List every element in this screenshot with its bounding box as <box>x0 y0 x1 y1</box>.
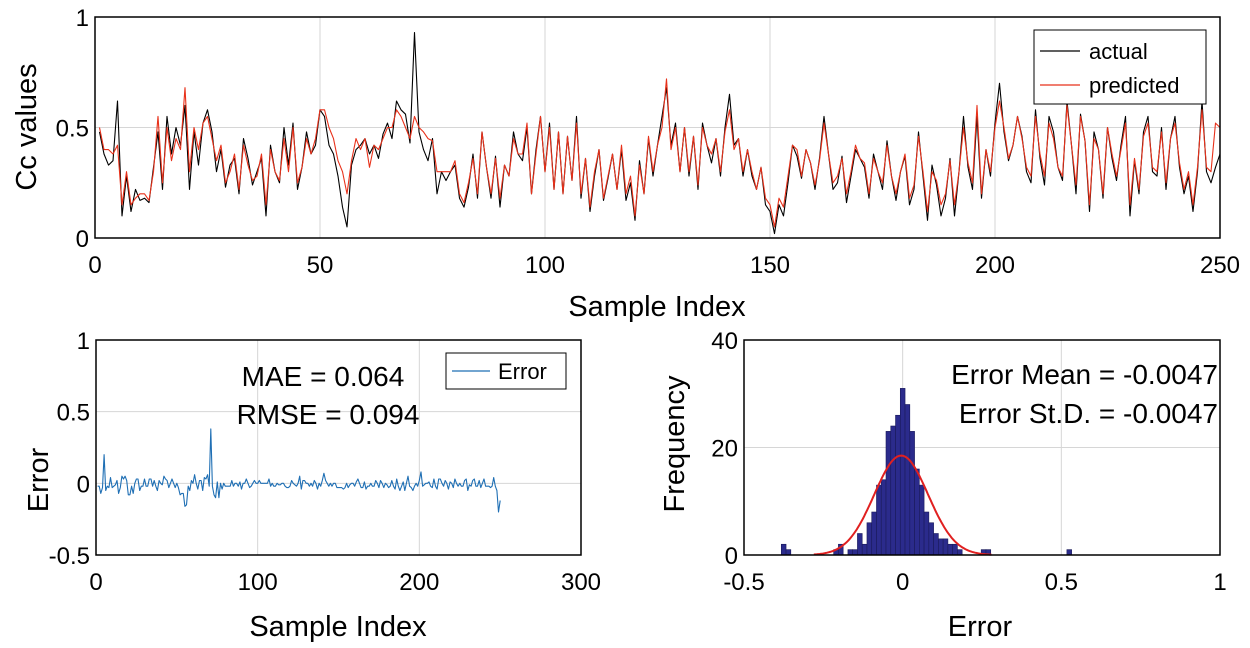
legend: Error <box>445 352 567 390</box>
legend-box <box>1033 29 1207 105</box>
plot-frame <box>95 339 582 556</box>
x-tick-label: 200 <box>975 252 1015 279</box>
series-group <box>98 31 1221 235</box>
y-tick-label: 0 <box>76 226 89 253</box>
error-panel: 0 100 200 300-0.500.51 MAE = 0.064 RMSE = 0… <box>23 328 601 643</box>
series-line-error <box>97 428 501 513</box>
histogram-bar <box>919 484 925 556</box>
series-group <box>97 428 501 513</box>
annotation-error-mean: Error Mean = -0.0047 <box>951 359 1218 390</box>
x-tick-label: 0 <box>89 569 102 596</box>
histogram-bar <box>852 549 858 556</box>
y-tick-label: 0 <box>725 543 738 570</box>
histogram-bar <box>857 533 863 556</box>
histogram-bar <box>847 549 853 556</box>
normal-fit-curve <box>813 454 992 556</box>
legend: actual predicted <box>1033 29 1207 105</box>
legend-label-error: Error <box>498 359 547 384</box>
x-tick-label: 100 <box>525 252 565 279</box>
y-tick-label: 40 <box>711 328 738 355</box>
histogram-bar <box>904 404 911 556</box>
histogram-bar <box>947 543 953 556</box>
fit-group <box>813 454 992 556</box>
y-tick-label: 0.5 <box>56 116 89 143</box>
histogram-bar <box>909 431 915 556</box>
histogram-bar <box>938 538 944 556</box>
histogram-bar <box>861 543 868 556</box>
series-line-predicted <box>98 78 1221 228</box>
x-tick-label: 0.5 <box>1045 569 1078 596</box>
annotation-rmse: RMSE = 0.094 <box>237 399 420 430</box>
x-tick-label: 250 <box>1200 252 1240 279</box>
histogram-bar <box>895 414 901 556</box>
histogram-bar <box>899 388 906 556</box>
histogram-bar <box>876 484 882 556</box>
y-tick-label: 0.5 <box>57 400 90 427</box>
x-tick-label: 50 <box>307 252 334 279</box>
histogram-bar <box>942 538 949 556</box>
annotation-error-std: Error St.D. = -0.0047 <box>959 398 1218 429</box>
histogram-bar <box>928 522 934 556</box>
tick-labels: 0 50 100 150 200 250 0 0.5 1 <box>56 5 1240 279</box>
plot-frame <box>743 339 1221 556</box>
histogram-bar <box>923 511 930 556</box>
x-tick-label: 0 <box>896 569 909 596</box>
annotation-mae: MAE = 0.064 <box>242 361 405 392</box>
y-tick-label: 1 <box>77 328 90 355</box>
legend-label-predicted: predicted <box>1089 73 1180 98</box>
x-axis-label: Sample Index <box>249 611 427 643</box>
y-axis-label: Frequency <box>659 375 691 513</box>
histogram-bar <box>866 522 873 556</box>
histogram-bar <box>785 549 792 556</box>
x-tick-label: 0 <box>88 252 101 279</box>
y-tick-label: 0 <box>77 471 90 498</box>
y-axis-label: Error <box>23 447 55 512</box>
x-tick-label: -0.5 <box>723 569 764 596</box>
histogram-bar <box>1066 549 1072 556</box>
y-axis-label: Cc values <box>11 63 43 190</box>
y-tick-label: 1 <box>76 5 89 32</box>
histogram-bar <box>957 549 963 556</box>
histogram-bar <box>952 543 958 556</box>
histogram-bar <box>871 511 877 556</box>
x-tick-label: 100 <box>238 569 278 596</box>
legend-label-actual: actual <box>1089 39 1148 64</box>
histogram-bar <box>885 431 892 556</box>
y-tick-label: 20 <box>711 436 738 463</box>
x-axis-label: Error <box>948 611 1013 643</box>
bars-group <box>780 388 1072 556</box>
grid <box>95 17 1220 238</box>
histogram-bar <box>780 543 787 556</box>
top-panel: 0 50 100 150 200 250 0 0.5 1 Sample Index Cc val… <box>11 5 1240 323</box>
x-tick-label: 150 <box>750 252 790 279</box>
x-tick-label: 1 <box>1213 569 1226 596</box>
tick-labels: 0 100 200 300-0.500.51 <box>49 328 601 596</box>
histogram-bar <box>933 533 939 556</box>
x-tick-label: 200 <box>399 569 439 596</box>
histogram-bar <box>880 479 887 556</box>
histogram-bar <box>914 468 920 556</box>
x-axis-label: Sample Index <box>568 291 746 323</box>
x-tick-label: 300 <box>561 569 601 596</box>
y-tick-label: -0.5 <box>49 543 90 570</box>
histogram-bar <box>890 425 896 556</box>
plot-frame <box>94 16 1221 239</box>
